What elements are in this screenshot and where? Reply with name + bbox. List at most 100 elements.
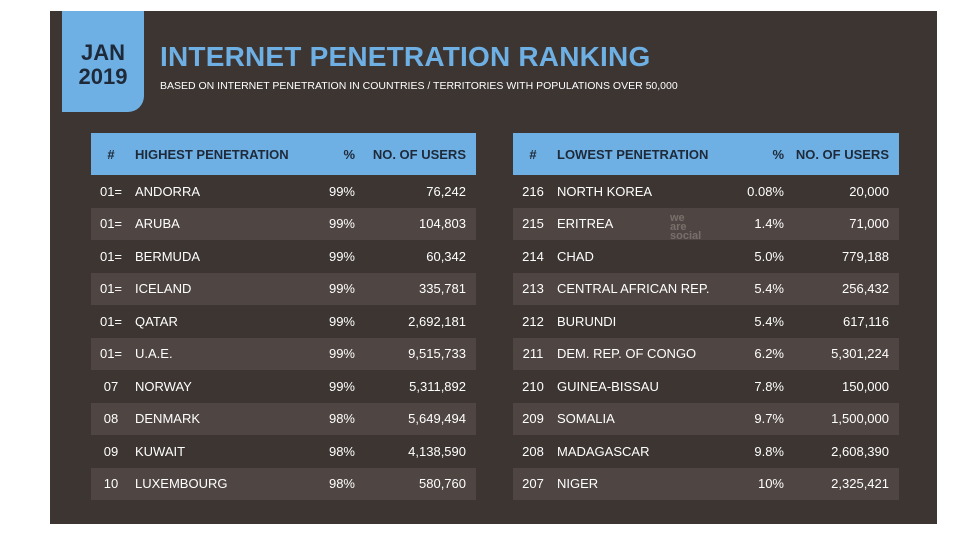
table-row: 209 SOMALIA 9.7% 1,500,000: [513, 402, 899, 435]
cell-rank: 207: [513, 467, 553, 500]
column-header-country: LOWEST PENETRATION: [553, 133, 728, 175]
table-row: 01= ANDORRA 99% 76,242: [91, 175, 476, 208]
cell-country: ERITREA: [553, 207, 728, 240]
cell-rank: 209: [513, 402, 553, 435]
column-header-users: NO. OF USERS: [361, 133, 476, 175]
lowest-penetration-table: # LOWEST PENETRATION% NO. OF USERS 216 NORT…: [513, 133, 899, 500]
table-row: 09 KUWAIT 98% 4,138,590: [91, 435, 476, 468]
cell-rank: 01=: [91, 337, 131, 370]
cell-rank: 210: [513, 370, 553, 403]
cell-percent: 1.4%: [728, 207, 790, 240]
cell-users: 76,242: [361, 175, 476, 208]
cell-country: GUINEA-BISSAU: [553, 370, 728, 403]
cell-rank: 213: [513, 272, 553, 305]
cell-rank: 01=: [91, 272, 131, 305]
cell-percent: 0.08%: [728, 175, 790, 208]
cell-country: DENMARK: [131, 402, 301, 435]
cell-country: NORWAY: [131, 370, 301, 403]
column-header-percent: %: [728, 133, 790, 175]
cell-users: 2,325,421: [790, 467, 899, 500]
column-header-country: HIGHEST PENETRATION: [131, 133, 301, 175]
table-row: 08 DENMARK 98% 5,649,494: [91, 402, 476, 435]
date-badge: JAN 2019: [62, 11, 144, 112]
table-row: 10 LUXEMBOURG 98% 580,760: [91, 467, 476, 500]
column-header-users: NO. OF USERS: [790, 133, 899, 175]
cell-rank: 214: [513, 240, 553, 273]
cell-percent: 99%: [301, 370, 361, 403]
cell-rank: 08: [91, 402, 131, 435]
column-header-rank: #: [91, 133, 131, 175]
cell-rank: 01=: [91, 207, 131, 240]
cell-percent: 99%: [301, 207, 361, 240]
table-row: 215 ERITREA 1.4% 71,000: [513, 207, 899, 240]
cell-rank: 216: [513, 175, 553, 208]
cell-users: 1,500,000: [790, 402, 899, 435]
cell-country: ICELAND: [131, 272, 301, 305]
cell-users: 150,000: [790, 370, 899, 403]
table-row: 01= U.A.E. 99% 9,515,733: [91, 337, 476, 370]
cell-percent: 6.2%: [728, 337, 790, 370]
cell-country: BERMUDA: [131, 240, 301, 273]
page-title: INTERNET PENETRATION RANKING: [160, 41, 651, 72]
cell-rank: 01=: [91, 175, 131, 208]
page-subtitle: BASED ON INTERNET PENETRATION IN COUNTRI…: [160, 80, 678, 92]
cell-users: 4,138,590: [361, 435, 476, 468]
cell-percent: 5.4%: [728, 272, 790, 305]
cell-country: NORTH KOREA: [553, 175, 728, 208]
cell-users: 20,000: [790, 175, 899, 208]
cell-country: U.A.E.: [131, 337, 301, 370]
cell-rank: 01=: [91, 240, 131, 273]
cell-users: 335,781: [361, 272, 476, 305]
cell-percent: 10%: [728, 467, 790, 500]
column-header-percent: %: [301, 133, 361, 175]
cell-users: 2,692,181: [361, 305, 476, 338]
cell-rank: 09: [91, 435, 131, 468]
table-header-row: # HIGHEST PENETRATION% NO. OF USERS: [91, 133, 476, 175]
date-year: 2019: [78, 64, 128, 89]
cell-country: LUXEMBOURG: [131, 467, 301, 500]
cell-country: SOMALIA: [553, 402, 728, 435]
table-row: 216 NORTH KOREA 0.08% 20,000: [513, 175, 899, 208]
cell-rank: 07: [91, 370, 131, 403]
cell-rank: 208: [513, 435, 553, 468]
cell-percent: 98%: [301, 467, 361, 500]
cell-rank: 215: [513, 207, 553, 240]
table-row: 213 CENTRAL AFRICAN REP. 5.4% 256,432: [513, 272, 899, 305]
cell-rank: 212: [513, 305, 553, 338]
cell-percent: 98%: [301, 435, 361, 468]
table-row: 01= QATAR 99% 2,692,181: [91, 305, 476, 338]
cell-percent: 98%: [301, 402, 361, 435]
cell-users: 5,649,494: [361, 402, 476, 435]
table-row: 210 GUINEA-BISSAU 7.8% 150,000: [513, 370, 899, 403]
cell-country: BURUNDI: [553, 305, 728, 338]
column-header-rank: #: [513, 133, 553, 175]
cell-country: DEM. REP. OF CONGO: [553, 337, 728, 370]
cell-users: 779,188: [790, 240, 899, 273]
cell-country: NIGER: [553, 467, 728, 500]
cell-country: MADAGASCAR: [553, 435, 728, 468]
cell-percent: 5.4%: [728, 305, 790, 338]
table-row: 211 DEM. REP. OF CONGO 6.2% 5,301,224: [513, 337, 899, 370]
table-row: 207 NIGER 10% 2,325,421: [513, 467, 899, 500]
cell-country: ARUBA: [131, 207, 301, 240]
cell-rank: 10: [91, 467, 131, 500]
cell-users: 9,515,733: [361, 337, 476, 370]
cell-country: CHAD: [553, 240, 728, 273]
cell-percent: 9.8%: [728, 435, 790, 468]
cell-users: 5,311,892: [361, 370, 476, 403]
cell-country: CENTRAL AFRICAN REP.: [553, 272, 728, 305]
cell-country: QATAR: [131, 305, 301, 338]
brand-logo: we are social: [670, 212, 702, 242]
cell-percent: 5.0%: [728, 240, 790, 273]
cell-users: 2,608,390: [790, 435, 899, 468]
highest-penetration-table: # HIGHEST PENETRATION% NO. OF USERS 01= AND…: [91, 133, 476, 500]
cell-users: 104,803: [361, 207, 476, 240]
table-header-row: # LOWEST PENETRATION% NO. OF USERS: [513, 133, 899, 175]
cell-users: 617,116: [790, 305, 899, 338]
cell-users: 71,000: [790, 207, 899, 240]
cell-country: ANDORRA: [131, 175, 301, 208]
cell-users: 60,342: [361, 240, 476, 273]
date-month: JAN: [80, 40, 125, 65]
table-row: 208 MADAGASCAR 9.8% 2,608,390: [513, 435, 899, 468]
cell-percent: 99%: [301, 272, 361, 305]
